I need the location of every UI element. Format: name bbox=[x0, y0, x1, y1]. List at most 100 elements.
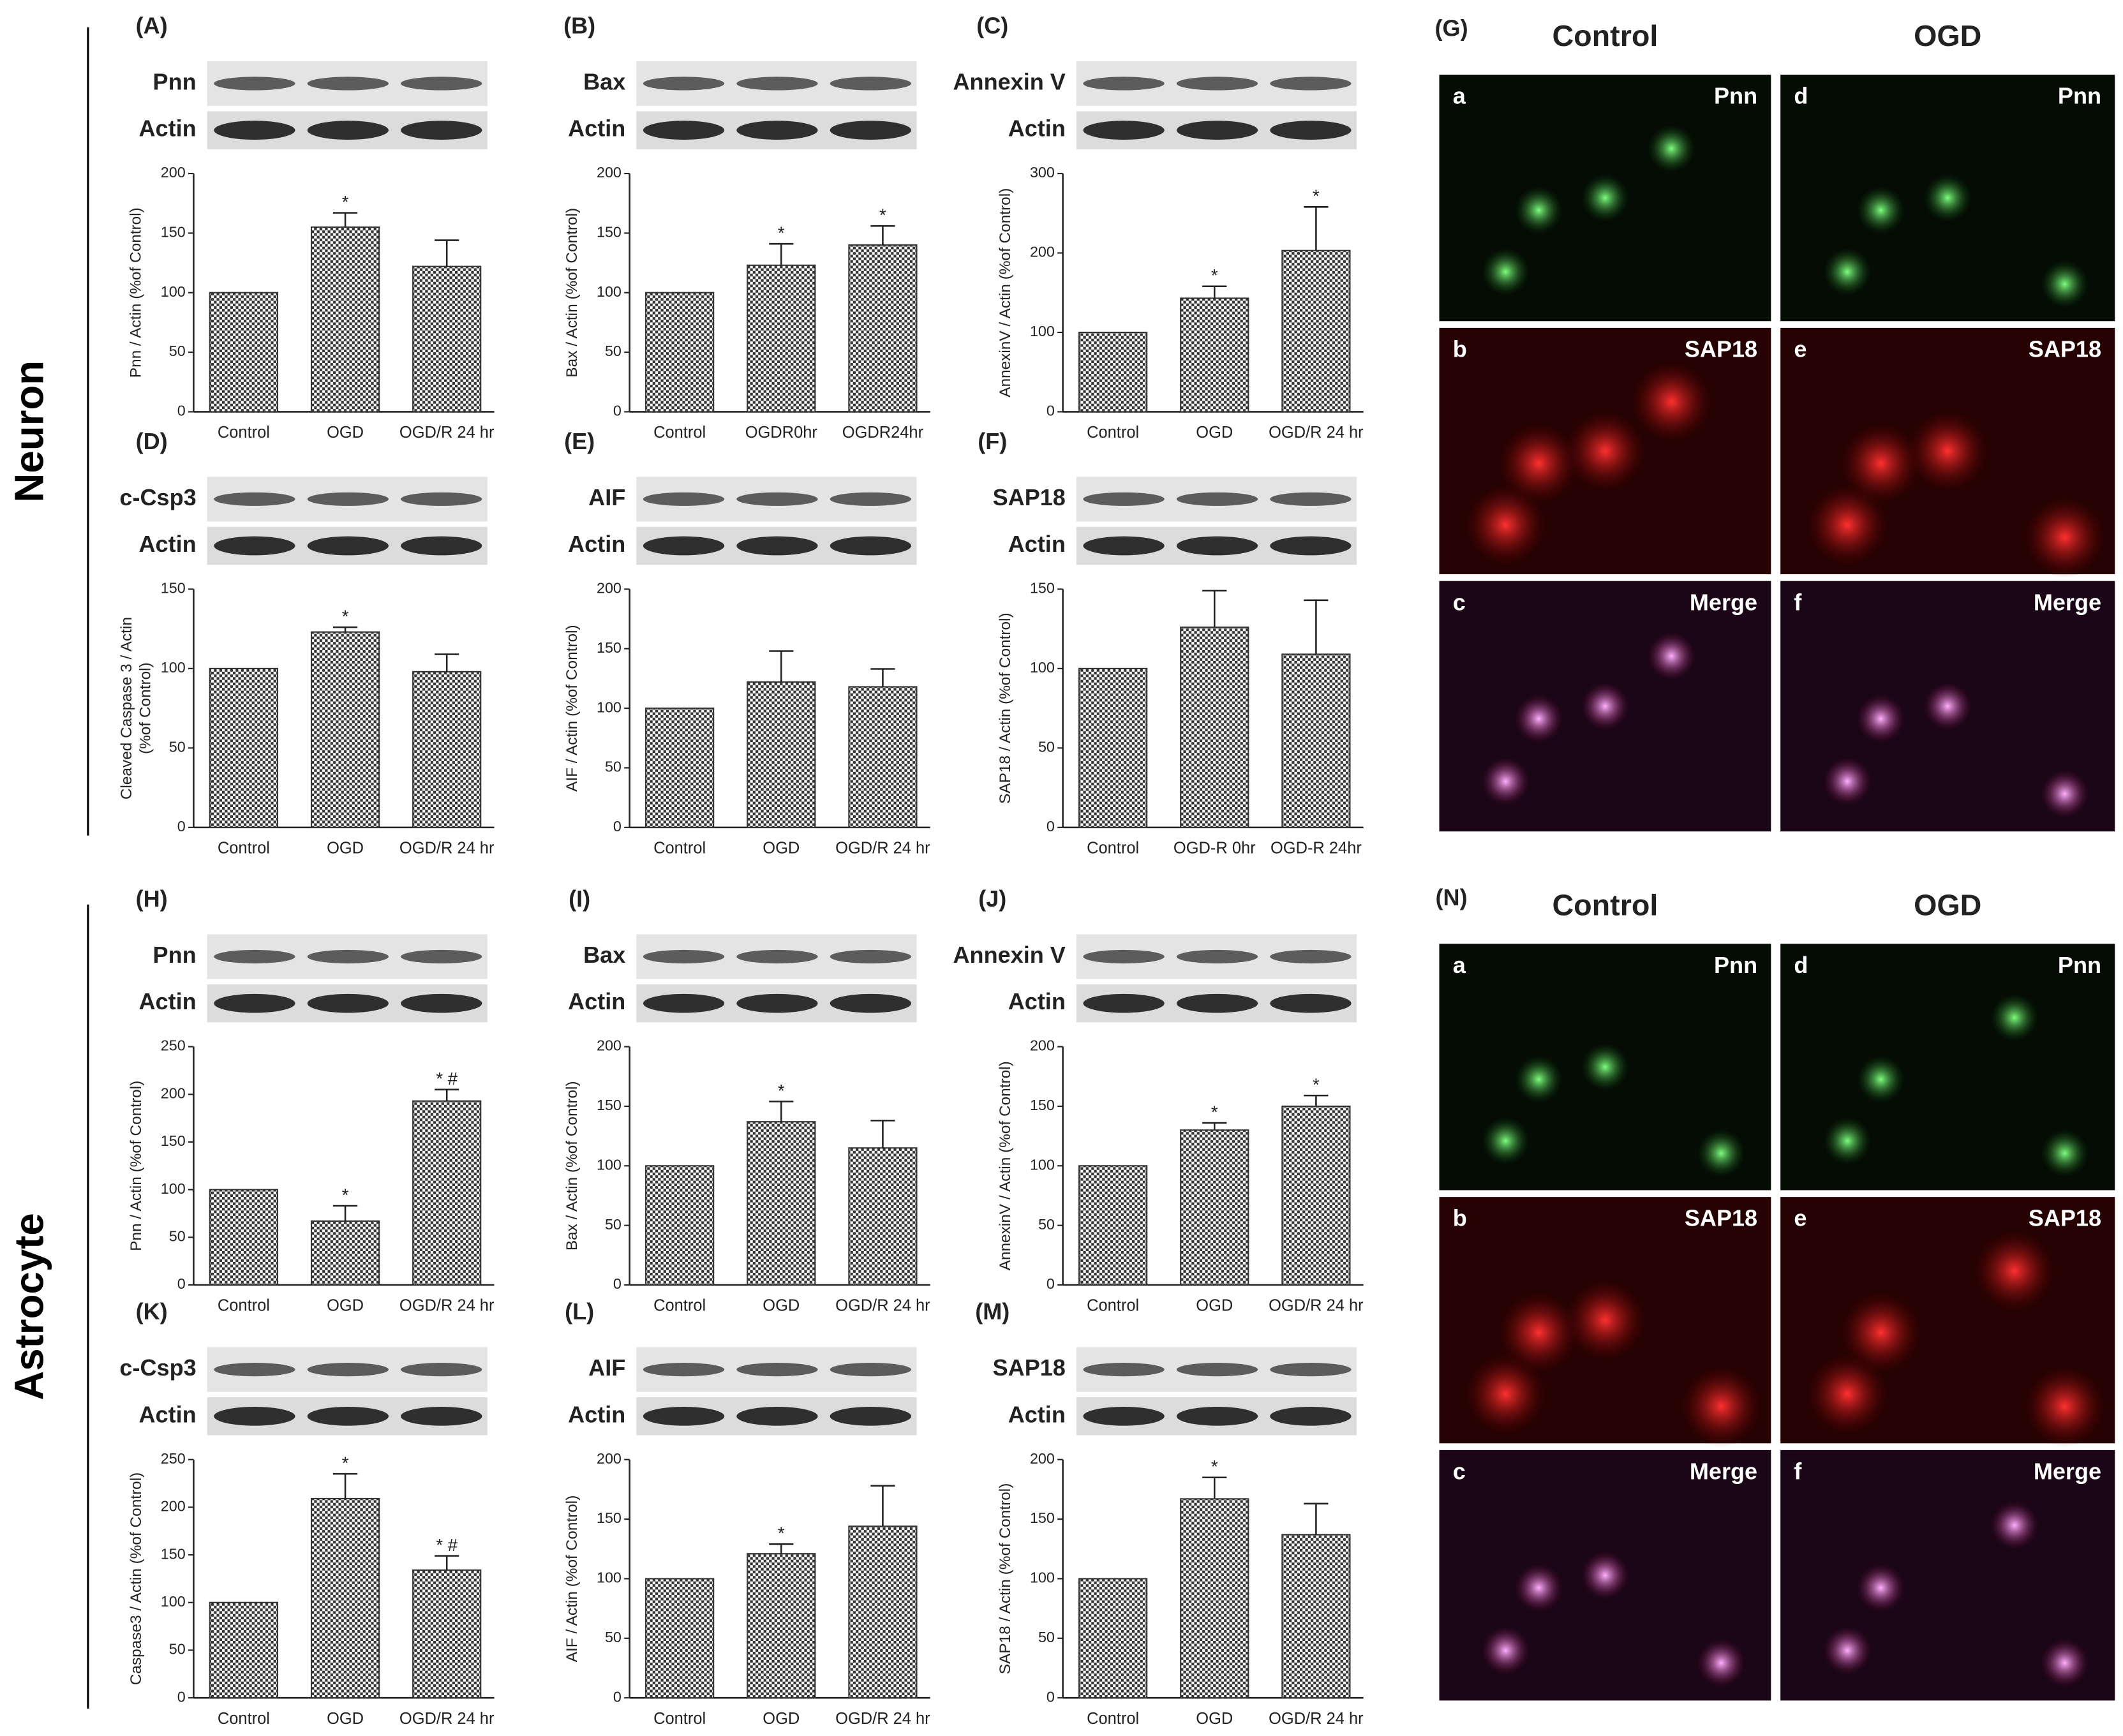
blot-band bbox=[643, 492, 725, 506]
blot-band bbox=[401, 536, 482, 556]
blot-label: Bax bbox=[583, 68, 625, 94]
y-tick-label: 100 bbox=[161, 659, 186, 676]
blot-label: Actin bbox=[139, 115, 197, 142]
cell-signal bbox=[1481, 757, 1530, 806]
y-tick-label: 50 bbox=[169, 1641, 186, 1658]
y-tick-label: 200 bbox=[161, 1498, 186, 1515]
cell-signal bbox=[1806, 484, 1888, 566]
x-tick-label: Control bbox=[218, 840, 270, 857]
bar bbox=[1180, 627, 1249, 828]
error-bar bbox=[435, 1088, 459, 1101]
bar bbox=[747, 1553, 816, 1699]
panel-label: (B) bbox=[563, 12, 595, 38]
blot-label: AIF bbox=[588, 484, 625, 510]
x-tick-label: OGD-R 0hr bbox=[1173, 840, 1256, 857]
y-axis-label: Bax / Actin (%of Control) bbox=[563, 1081, 581, 1250]
cell-signal bbox=[1856, 1055, 1905, 1104]
panel-label: (C) bbox=[976, 12, 1008, 38]
cell-signal bbox=[1481, 247, 1530, 297]
panel-label: (D) bbox=[136, 428, 168, 454]
cell-signal bbox=[1464, 1353, 1547, 1435]
blot-band bbox=[1176, 77, 1258, 91]
x-tick-label: OGD bbox=[327, 1710, 364, 1728]
blot-band bbox=[830, 1363, 911, 1377]
blot-band bbox=[1270, 949, 1352, 964]
y-tick-label: 50 bbox=[169, 1228, 186, 1244]
bar bbox=[1281, 653, 1351, 828]
x-tick-label: OGD/R 24 hr bbox=[399, 840, 495, 857]
blot-band bbox=[214, 536, 295, 556]
error-bar bbox=[870, 1485, 895, 1527]
panel-label: (H) bbox=[136, 886, 168, 912]
blot-band bbox=[1176, 993, 1258, 1013]
panel-letter: b bbox=[1453, 336, 1467, 362]
y-tick-label: 200 bbox=[597, 1450, 622, 1467]
panel-letter: c bbox=[1453, 1458, 1466, 1484]
significance-marker: * bbox=[1211, 265, 1218, 285]
column-header: Control bbox=[1552, 19, 1658, 52]
bar bbox=[645, 292, 715, 413]
bar bbox=[747, 681, 816, 828]
cell-signal bbox=[2024, 496, 2106, 578]
x-tick-label: Control bbox=[218, 1710, 270, 1728]
panel-letter: d bbox=[1794, 952, 1808, 978]
stain-label: Pnn bbox=[2058, 83, 2101, 109]
bar bbox=[310, 1497, 380, 1699]
y-tick-label: 200 bbox=[1030, 244, 1055, 260]
y-axis-label: (%of Control) bbox=[137, 662, 154, 754]
blot-label: Actin bbox=[568, 1401, 625, 1427]
x-tick-label: OGD bbox=[1196, 424, 1233, 441]
blot-band bbox=[736, 949, 818, 964]
y-tick-label: 100 bbox=[161, 1593, 186, 1610]
y-tick-label: 0 bbox=[177, 403, 186, 419]
column-header: OGD bbox=[1914, 19, 1981, 52]
cell-signal bbox=[1680, 1365, 1762, 1447]
x-tick-label: OGD/R 24 hr bbox=[835, 1710, 930, 1728]
panel-letter: c bbox=[1453, 589, 1466, 615]
cell-signal bbox=[1581, 1042, 1630, 1092]
blot-label: Actin bbox=[139, 531, 197, 557]
x-tick-label: Control bbox=[218, 424, 270, 441]
error-bar bbox=[435, 239, 459, 267]
y-axis-label: SAP18 / Actin (%of Control) bbox=[997, 1483, 1014, 1675]
stain-label: Merge bbox=[1690, 589, 1757, 615]
blot-band bbox=[643, 536, 725, 556]
y-tick-label: 50 bbox=[1038, 1629, 1055, 1645]
cell-signal bbox=[1907, 410, 1988, 492]
error-bar bbox=[1304, 599, 1329, 655]
cell-signal bbox=[1564, 410, 1646, 492]
section-label: Neuron bbox=[7, 360, 52, 503]
significance-marker: * bbox=[778, 223, 785, 243]
x-tick-label: OGD/R 24 hr bbox=[835, 1297, 930, 1315]
blot-band bbox=[736, 121, 818, 140]
significance-marker: * bbox=[342, 1453, 349, 1473]
blot-band bbox=[736, 993, 818, 1013]
significance-marker: * bbox=[778, 1524, 785, 1543]
error-bar bbox=[1304, 1094, 1329, 1106]
cell-signal bbox=[1481, 1117, 1530, 1166]
cell-signal bbox=[1923, 174, 1972, 223]
cell-signal bbox=[1822, 1626, 1872, 1675]
bar bbox=[412, 1100, 482, 1286]
y-tick-label: 100 bbox=[1030, 1156, 1055, 1173]
blot-label: Actin bbox=[139, 988, 197, 1014]
y-axis-label: Bax / Actin (%of Control) bbox=[563, 208, 581, 378]
blot-band bbox=[1176, 492, 1258, 506]
blot-band bbox=[1270, 77, 1352, 91]
cell-signal bbox=[1514, 694, 1563, 743]
y-tick-label: 50 bbox=[169, 739, 186, 755]
y-tick-label: 50 bbox=[169, 343, 186, 359]
blot-band bbox=[830, 1406, 911, 1426]
x-tick-label: Control bbox=[1087, 424, 1139, 441]
stain-label: Pnn bbox=[1714, 952, 1757, 978]
significance-marker: * bbox=[342, 1185, 349, 1205]
y-tick-label: 200 bbox=[1030, 1037, 1055, 1054]
stain-label: SAP18 bbox=[1685, 1205, 1757, 1231]
blot-label: Actin bbox=[1008, 115, 1066, 142]
blot-band bbox=[1083, 993, 1165, 1013]
bar bbox=[1078, 667, 1148, 828]
blot-label: Actin bbox=[568, 531, 625, 557]
bar bbox=[412, 1569, 482, 1699]
blot-band bbox=[401, 121, 482, 140]
blot-band bbox=[830, 492, 911, 506]
